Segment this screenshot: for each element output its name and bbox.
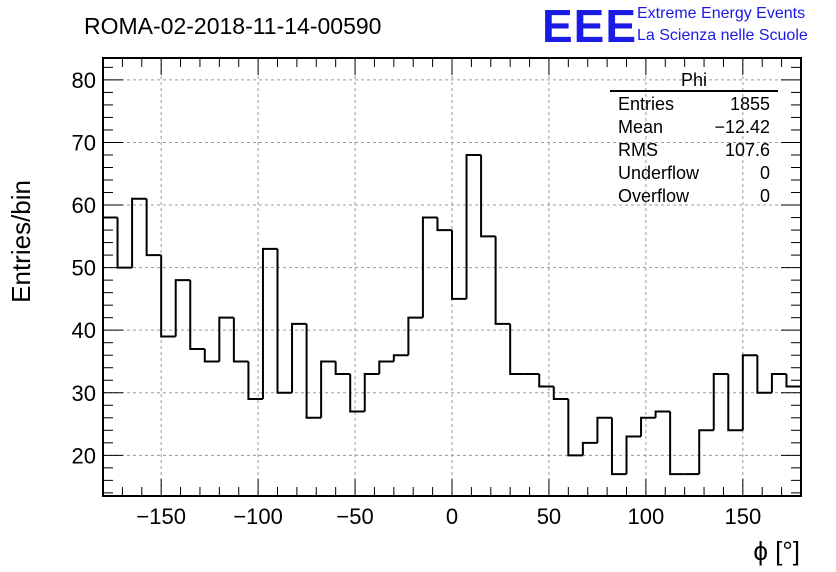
histogram-bin	[436, 217, 452, 232]
stats-label-rms: RMS	[618, 140, 658, 160]
y-tick-label: 40	[72, 318, 96, 343]
y-tick-label: 50	[72, 256, 96, 281]
stats-box: Phi Entries 1855 Mean −12.42 RMS 107.6 U…	[610, 70, 778, 206]
stats-value-underflow: 0	[760, 163, 770, 183]
histogram-bin	[363, 372, 380, 412]
x-axis-title: ϕ [°]	[753, 536, 800, 566]
logo-line1: Extreme Energy Events	[637, 5, 805, 22]
stats-label-mean: Mean	[618, 117, 663, 137]
histogram-bin	[247, 361, 263, 401]
eee-logo: EEE Extreme Energy Events La Scienza nel…	[542, 0, 808, 52]
stats-value-rms: 107.6	[725, 140, 770, 160]
histogram-bin	[770, 372, 787, 393]
histogram-bin	[741, 354, 758, 431]
x-tick-label: 150	[724, 504, 761, 529]
histogram-bin	[174, 279, 191, 337]
histogram-bin	[669, 411, 685, 476]
y-axis-title: Entries/bin	[6, 180, 36, 303]
histogram-bin	[494, 236, 511, 325]
histogram-bin	[102, 216, 118, 496]
histogram-bin	[334, 361, 351, 375]
histogram-bin	[378, 360, 394, 374]
histogram-bin	[392, 354, 409, 362]
axes	[102, 57, 802, 497]
histogram-bin	[465, 153, 482, 299]
histogram-bin	[480, 154, 496, 238]
histogram-bin	[509, 323, 525, 375]
stats-title: Phi	[681, 70, 707, 90]
x-tick-label: 50	[537, 504, 561, 529]
histogram-bin	[218, 316, 234, 362]
stats-value-mean: −12.42	[714, 117, 770, 137]
histogram-bin	[552, 386, 569, 401]
histogram-bin	[785, 373, 801, 388]
histogram-bin	[451, 230, 467, 300]
logo-mark: EEE	[542, 0, 637, 52]
stats-value-overflow: 0	[760, 186, 770, 206]
histogram-bin	[698, 429, 714, 475]
logo-line2: La Scienza nelle Scuole	[637, 27, 808, 44]
stats-label-overflow: Overflow	[618, 186, 690, 206]
histogram-bin	[232, 317, 249, 363]
histogram-bin	[320, 360, 336, 418]
histogram-bin	[276, 248, 293, 394]
histogram-bin	[160, 255, 176, 338]
x-tick-label: 0	[446, 504, 458, 529]
stats-label-entries: Entries	[618, 94, 674, 114]
histogram-bin	[145, 198, 162, 257]
tick-labels: −150 −100 −50 0 50 100 150 20 30 40 50 60 70 80	[72, 68, 762, 529]
x-tick-label: −100	[233, 504, 283, 529]
stats-value-entries: 1855	[730, 94, 770, 114]
y-tick-label: 30	[72, 381, 96, 406]
histogram-bin	[305, 323, 322, 419]
histogram-bin	[407, 316, 423, 356]
histogram-bin	[291, 322, 307, 393]
histogram-bin	[203, 348, 220, 363]
histogram-bin	[756, 355, 772, 394]
x-tick-label: −150	[136, 504, 186, 529]
histogram-bin	[654, 410, 671, 418]
y-tick-label: 70	[72, 130, 96, 155]
histogram-bin	[189, 280, 205, 350]
histogram-bin	[610, 417, 627, 476]
y-tick-label: 80	[72, 68, 96, 93]
y-tick-label: 60	[72, 193, 96, 218]
histogram-bin	[116, 217, 133, 269]
histogram-bin	[261, 247, 278, 400]
histogram-bin	[349, 373, 365, 413]
histogram-bin	[581, 441, 598, 456]
histogram-bin	[567, 399, 583, 457]
chart-title: ROMA-02-2018-11-14-00590	[84, 13, 381, 39]
histogram-bin	[727, 373, 743, 432]
histogram-bin	[538, 373, 554, 388]
y-tick-label: 20	[72, 443, 96, 468]
histogram-bin	[712, 372, 729, 431]
x-tick-label: −50	[336, 504, 373, 529]
histogram-bin	[596, 416, 612, 443]
histogram-bin	[640, 416, 656, 437]
histogram-bin	[625, 435, 642, 475]
histogram-bin	[421, 216, 438, 318]
x-tick-label: 100	[628, 504, 665, 529]
histogram-bin	[131, 197, 147, 268]
stats-label-underflow: Underflow	[618, 163, 700, 183]
